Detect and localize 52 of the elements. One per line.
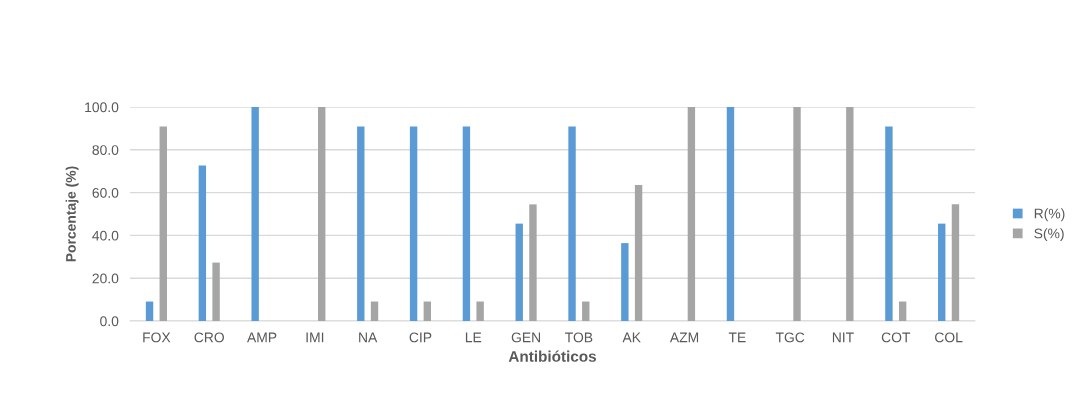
x-tick-label: TGC xyxy=(775,332,805,343)
x-tick-label: NIT xyxy=(832,332,854,343)
bar xyxy=(159,126,167,321)
x-tick-label: TE xyxy=(728,332,746,343)
bar xyxy=(357,126,365,321)
x-tick-label: LE xyxy=(465,332,482,343)
x-tick-label: CIP xyxy=(409,332,432,343)
x-tick-label: AK xyxy=(622,332,641,343)
bar xyxy=(621,243,629,321)
bar xyxy=(951,204,960,321)
y-tick-label: 0.0 xyxy=(100,316,119,327)
bar xyxy=(476,301,484,321)
bar xyxy=(634,184,643,321)
x-axis-title: Antibióticos xyxy=(508,350,597,362)
x-tick-label: AMP xyxy=(247,332,277,343)
y-tick-label: 40.0 xyxy=(92,230,119,241)
bar xyxy=(898,301,907,321)
bar xyxy=(515,223,523,321)
bar xyxy=(409,126,418,321)
bar xyxy=(568,126,576,321)
y-tick-label: 100.0 xyxy=(85,102,119,113)
x-tick-label: NA xyxy=(359,332,378,343)
bar xyxy=(846,107,854,321)
bar xyxy=(251,107,259,321)
bar xyxy=(198,165,207,321)
x-tick-label: IMI xyxy=(306,332,324,343)
y-tick-label: 20.0 xyxy=(92,273,119,284)
x-tick-label: COT xyxy=(881,332,911,343)
y-tick-label: 80.0 xyxy=(92,145,119,155)
bar xyxy=(885,126,893,321)
x-tick-label: FOX xyxy=(143,332,171,343)
x-tick-label: GEN xyxy=(511,332,541,343)
bar xyxy=(462,126,471,321)
x-tick-label: CRO xyxy=(194,332,224,343)
legend-label: S(%) xyxy=(1034,228,1064,242)
x-tick-label: AZM xyxy=(669,332,699,343)
legend-label: R(%) xyxy=(1034,208,1065,222)
bar xyxy=(212,262,220,321)
bar xyxy=(423,301,432,321)
bar xyxy=(938,223,946,321)
x-tick-label: COL xyxy=(935,332,963,343)
y-axis-title: Porcentaje (%) xyxy=(65,166,79,262)
bar xyxy=(687,107,696,321)
bar xyxy=(370,301,379,321)
bar xyxy=(726,107,735,321)
bar xyxy=(582,301,590,321)
bar xyxy=(145,301,154,321)
y-tick-label: 60.0 xyxy=(92,187,119,198)
bar xyxy=(793,107,801,321)
bar xyxy=(318,107,326,321)
bar xyxy=(529,204,537,321)
x-tick-label: TOB xyxy=(565,332,593,343)
